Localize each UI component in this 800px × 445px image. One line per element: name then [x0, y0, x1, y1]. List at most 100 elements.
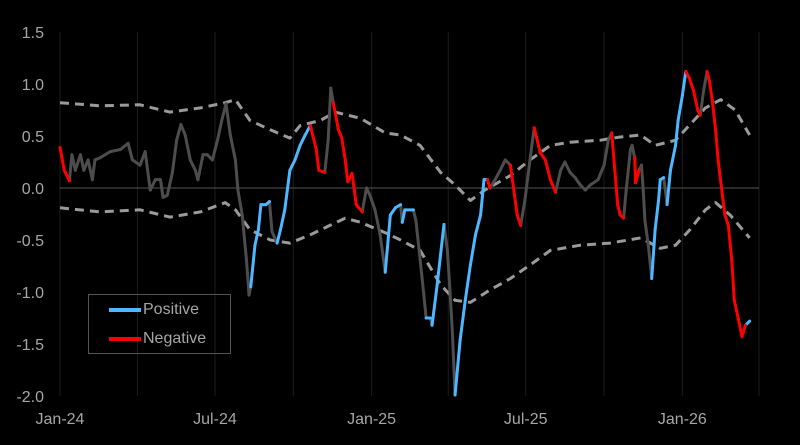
neutral-segment — [130, 158, 142, 167]
neutral-segment — [158, 178, 165, 199]
y-axis-ticks: 1.5 1.0 0.5 0.0 -0.5 -1.0 -1.5 -2.0 — [16, 25, 44, 406]
negative-segment — [730, 258, 736, 302]
positive-segment — [658, 176, 666, 182]
neutral-segment — [108, 148, 122, 154]
neutral-segment — [411, 208, 418, 222]
upper-band-line — [59, 98, 751, 202]
neutral-segment — [165, 170, 174, 197]
neutral-segment — [698, 88, 706, 117]
neutral-segment — [641, 188, 647, 222]
neutral-segment — [188, 158, 197, 172]
neutral-segment — [267, 200, 274, 234]
lower-band-line — [59, 201, 751, 304]
neutral-segment — [498, 158, 507, 172]
positive-segment — [293, 143, 302, 162]
positive-segment — [249, 243, 257, 289]
negative-segment — [532, 126, 542, 155]
neutral-segment — [602, 138, 610, 167]
positive-segment — [400, 208, 407, 224]
neutral-segment — [233, 158, 240, 192]
neutral-segment — [640, 163, 645, 192]
neutral-segment — [588, 178, 600, 187]
legend-item-negative: Negative — [109, 328, 206, 350]
bands — [59, 98, 751, 304]
negative-segment — [58, 145, 66, 172]
negative-segment — [308, 124, 318, 152]
y-tick-label: -2.0 — [16, 389, 44, 406]
negative-segment — [485, 178, 492, 190]
neutral-segment — [196, 153, 205, 182]
y-tick-label: 1.5 — [22, 25, 44, 42]
neutral-segment — [228, 133, 237, 162]
positive-segment — [439, 222, 446, 257]
positive-segment — [383, 213, 392, 274]
positive-segment — [674, 118, 680, 147]
x-tick-label: Jan-25 — [347, 411, 396, 428]
positive-segment — [463, 263, 472, 302]
negative-segment — [343, 158, 350, 184]
negative-segment — [705, 70, 712, 84]
positive-segment — [650, 228, 657, 280]
neutral-segment — [323, 138, 330, 174]
x-tick-label: Jan-24 — [36, 411, 85, 428]
y-tick-label: 0.0 — [22, 181, 44, 198]
positive-segment — [668, 143, 678, 172]
y-tick-label: -0.5 — [16, 233, 44, 250]
negative-segment — [710, 98, 718, 132]
neutral-segment — [236, 188, 244, 217]
neutral-segment — [98, 150, 112, 160]
neutral-segment — [90, 158, 97, 182]
positive-segment — [479, 178, 486, 217]
positive-segment — [283, 168, 292, 212]
neutral-segment — [596, 163, 606, 182]
negative-segment — [350, 171, 358, 207]
negative-segment — [510, 176, 519, 217]
positive-segment — [453, 338, 462, 397]
x-tick-label: Jan-26 — [658, 411, 707, 428]
negative-segment — [716, 158, 724, 197]
negative-segment — [618, 213, 626, 220]
neutral-segment — [554, 168, 563, 194]
neutral-segment — [448, 288, 454, 337]
neutral-segment — [78, 153, 86, 172]
negative-segment — [732, 298, 741, 322]
neutral-segment — [329, 86, 335, 105]
neutral-segment — [523, 158, 532, 202]
gridlines — [59, 32, 760, 396]
negative-segment — [726, 223, 734, 262]
neutral-segment — [630, 143, 637, 160]
neutral-segment — [183, 133, 192, 162]
neutral-segment — [224, 102, 232, 137]
neutral-segment — [179, 123, 187, 137]
neutral-segment — [216, 118, 224, 142]
positive-segment — [665, 168, 672, 207]
neutral-segment — [373, 208, 382, 237]
x-tick-label: Jul-25 — [504, 411, 548, 428]
positive-segment — [253, 228, 260, 247]
positive-segment — [393, 203, 403, 210]
positive-segment — [430, 283, 439, 327]
positive-segment — [676, 93, 684, 122]
negative-segment — [331, 101, 340, 132]
positive-segment — [279, 208, 287, 232]
negative-segment — [548, 178, 558, 194]
negative-segment — [508, 163, 514, 180]
neutral-segment — [445, 248, 452, 292]
negative-segment — [314, 148, 321, 172]
neutral-segment — [143, 150, 152, 192]
legend-label-negative: Negative — [143, 330, 207, 347]
negative-segment — [317, 168, 327, 174]
negative-segment — [354, 203, 364, 214]
neutral-segment — [244, 258, 251, 297]
negative-segment — [720, 193, 727, 217]
negative-segment — [696, 108, 702, 117]
negative-segment — [62, 168, 71, 183]
main-series — [58, 70, 752, 397]
neutral-segment — [368, 193, 377, 212]
y-tick-label: 1.0 — [22, 77, 44, 94]
neutral-segment — [422, 290, 428, 320]
neutral-segment — [624, 148, 632, 192]
negative-segment — [616, 203, 622, 217]
